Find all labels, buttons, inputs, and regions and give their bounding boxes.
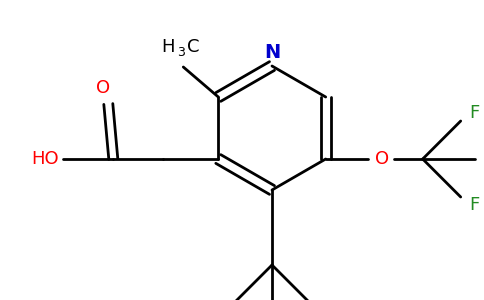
Text: O: O: [375, 150, 389, 168]
Text: N: N: [264, 43, 280, 61]
Text: H: H: [162, 38, 175, 56]
Text: C: C: [187, 38, 199, 56]
Text: O: O: [96, 79, 110, 97]
Text: F: F: [469, 196, 480, 214]
Text: F: F: [469, 104, 480, 122]
Text: 3: 3: [177, 46, 185, 59]
Text: HO: HO: [31, 150, 59, 168]
